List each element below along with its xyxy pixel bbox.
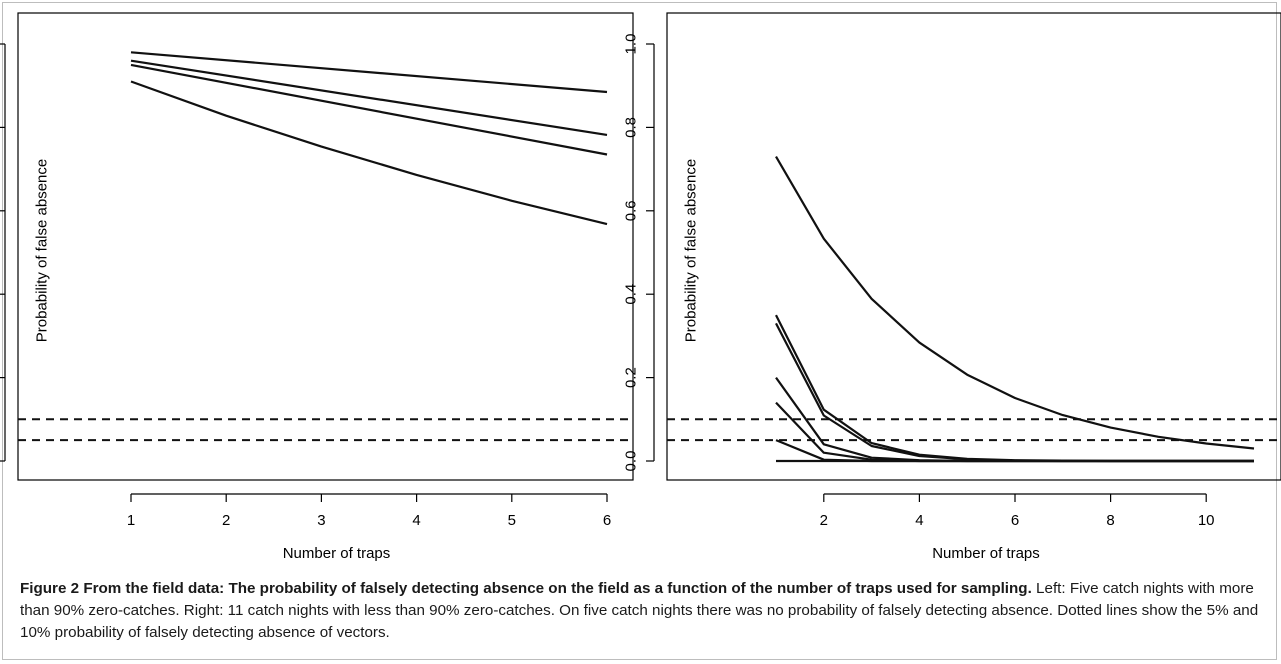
right-y-tick-label: 0.6 (623, 200, 640, 221)
caption-title: From the field data: The probability of … (83, 580, 1032, 597)
left-series-4-line (130, 80, 608, 226)
left-x-tick-label: 6 (603, 512, 611, 529)
right-x-tick-label: 6 (1011, 512, 1019, 529)
figure-caption: Figure 2 From the field data: The probab… (20, 578, 1265, 644)
left-series-3-line (130, 63, 608, 156)
right-x-axis-label: Number of traps (932, 545, 1040, 562)
left-x-tick-label: 4 (412, 512, 420, 529)
figure-plots: 1 2 3 4 5 6 0.0 0.2 0.4 0.6 0.8 1.0 Number of traps P… (0, 12, 1281, 562)
left-x-tick-label: 3 (317, 512, 325, 529)
right-series-1-line (775, 156, 1255, 450)
right-x-tick-label: 8 (1106, 512, 1114, 529)
left-plot-box (17, 12, 634, 481)
right-x-tick-label: 2 (820, 512, 828, 529)
left-series-2-line (130, 59, 608, 136)
right-y-tick-label: 0.0 (623, 451, 640, 472)
left-x-tick-label: 5 (508, 512, 516, 529)
right-plot: 2 4 6 8 10 0.0 0.2 0.4 0.6 0.8 1.0 Number of traps P… (623, 12, 1281, 562)
left-series-1-line (130, 51, 608, 94)
caption-label: Figure 2 (20, 580, 80, 597)
right-x-tick-label: 4 (915, 512, 923, 529)
left-y-axis-label: Probability of false absence (34, 159, 51, 342)
right-series-4-line (775, 376, 1254, 463)
right-y-tick-label: 0.2 (623, 367, 640, 388)
caption-body: Left: Five catch nights with more than 9… (20, 580, 1259, 641)
left-x-tick-label: 1 (127, 512, 135, 529)
left-x-tick-label: 2 (222, 512, 230, 529)
right-y-tick-label: 0.8 (623, 117, 640, 138)
right-x-tick-label: 10 (1198, 512, 1215, 529)
right-y-tick-label: 1.0 (623, 34, 640, 55)
left-x-axis-label: Number of traps (283, 545, 391, 562)
right-y-tick-label: 0.4 (623, 284, 640, 305)
right-y-axis-label: Probability of false absence (683, 159, 700, 342)
right-plot-box (666, 12, 1281, 481)
